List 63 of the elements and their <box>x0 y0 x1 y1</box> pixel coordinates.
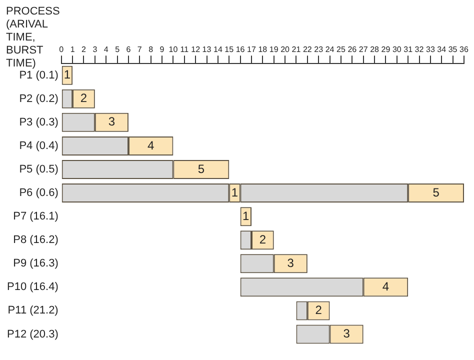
y-tick-label: P1 (0.1) <box>19 69 58 82</box>
y-tick-label: P12 (20.3) <box>6 328 58 340</box>
x-tick-label: 7 <box>137 45 142 54</box>
y-tick-label: P3 (0.3) <box>19 116 58 128</box>
x-tick-label: 11 <box>180 45 190 54</box>
y-tick-label: P10 (16.4) <box>6 281 58 294</box>
x-tick-label: 15 <box>224 45 234 54</box>
data-label: 4 <box>147 138 154 152</box>
data-label: 2 <box>80 91 88 106</box>
x-tick-label: 5 <box>115 45 120 54</box>
x-tick-label: 36 <box>460 45 469 54</box>
data-label: 3 <box>343 326 350 341</box>
x-tick-label: 0 <box>59 45 64 54</box>
x-tick-label: 26 <box>348 45 358 54</box>
x-tick-label: 25 <box>336 45 346 54</box>
x-tick-label: 31 <box>404 45 414 54</box>
y-tick-label: P5 (0.5) <box>19 164 58 176</box>
x-tick-label: 27 <box>358 45 368 54</box>
x-tick-label: 4 <box>104 45 109 54</box>
x-tick-label: 13 <box>202 45 212 54</box>
x-tick-label: 1 <box>70 45 76 54</box>
data-label: 1 <box>231 185 238 200</box>
x-tick-label: 17 <box>247 45 256 54</box>
y-tick-label: P2 (0.2) <box>19 92 58 105</box>
x-tick-label: 12 <box>191 45 201 54</box>
y-tick-label: P9 (16.3) <box>13 258 58 270</box>
data-label: 2 <box>259 232 266 246</box>
x-tick-label: 29 <box>381 45 391 54</box>
x-tick-label: 35 <box>448 45 458 54</box>
x-tick-label: 34 <box>437 45 447 54</box>
data-label: 5 <box>432 185 440 200</box>
y-tick-label: P4 (0.4) <box>19 140 58 152</box>
x-tick-label: 18 <box>258 45 268 54</box>
x-tick-label: 6 <box>126 45 132 54</box>
x-tick-label: 14 <box>213 45 223 54</box>
y-tick-label: P6 (0.6) <box>19 187 58 200</box>
data-label: 3 <box>108 114 116 129</box>
data-label: 1 <box>242 208 250 223</box>
data-label: 3 <box>287 256 294 270</box>
x-tick-label: 3 <box>92 45 98 54</box>
x-tick-label: 24 <box>325 45 335 54</box>
x-tick-label: 9 <box>160 45 165 54</box>
y-tick-label: P11 (21.2) <box>8 304 58 317</box>
data-label: 5 <box>198 162 205 176</box>
y-axis-title: PROCESS (ARIVAL TIME, BURST TIME) <box>6 6 60 70</box>
x-tick-label: 23 <box>314 45 324 54</box>
x-tick-label: 10 <box>168 45 178 54</box>
y-tick-label: P7 (16.1) <box>13 210 58 223</box>
x-tick-label: 2 <box>82 45 87 54</box>
x-tick-label: 22 <box>302 45 312 54</box>
x-tick-label: 30 <box>392 45 402 54</box>
x-tick-label: 16 <box>236 45 246 54</box>
x-tick-label: 33 <box>426 45 436 54</box>
data-label: 1 <box>64 68 71 82</box>
data-label: 4 <box>382 279 390 294</box>
y-tick-label: P8 (16.2) <box>13 234 58 246</box>
x-tick-label: 21 <box>292 45 302 54</box>
data-label: 2 <box>315 303 322 318</box>
x-tick-label: 19 <box>269 45 279 54</box>
x-tick-label: 28 <box>370 45 380 54</box>
x-tick-label: 20 <box>280 45 290 54</box>
x-tick-label: 32 <box>414 45 424 54</box>
x-tick-label: 8 <box>148 45 154 54</box>
